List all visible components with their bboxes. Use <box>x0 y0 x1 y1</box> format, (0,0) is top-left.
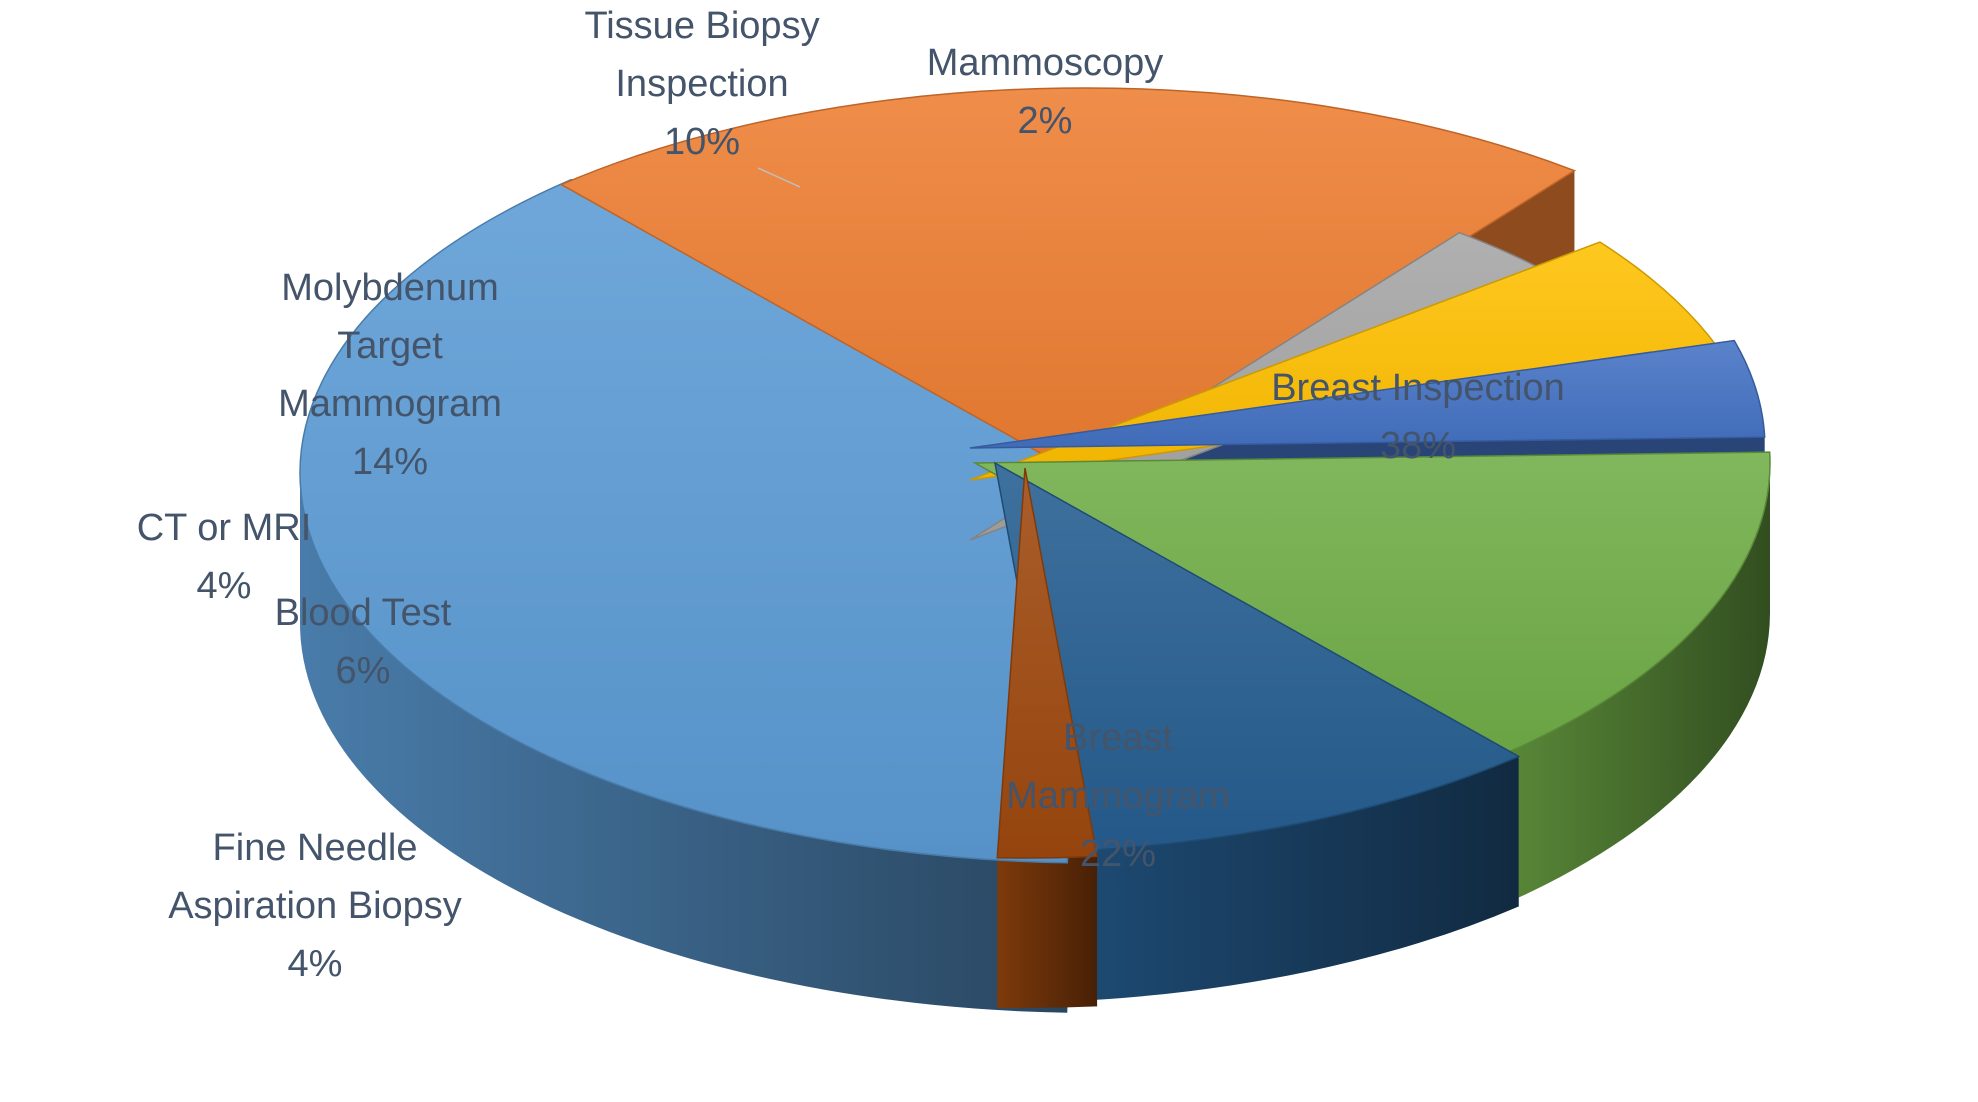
pie-slice-breast-inspection[interactable] <box>299 178 1096 864</box>
data-label-name: Breast Inspection <box>1271 367 1565 409</box>
data-label-percent: 22% <box>1080 833 1156 875</box>
slice-tops <box>299 87 1771 864</box>
data-label-percent: 14% <box>352 441 428 483</box>
data-label-percent: 38% <box>1380 425 1456 467</box>
slice-wall-outer-6 <box>1067 756 1519 1002</box>
pie-slice-tissue-biopsy-inspection[interactable] <box>993 461 1521 853</box>
leader-line <box>757 167 801 188</box>
data-label-name: Mammogram <box>1006 775 1230 817</box>
data-label-percent: 6% <box>336 650 391 692</box>
data-label-name: Tissue Biopsy <box>584 5 819 47</box>
pie-slice-ct-or-mri[interactable] <box>969 339 1766 449</box>
data-label-percent: 2% <box>1018 100 1073 142</box>
data-label-name: Breast <box>1063 717 1173 759</box>
data-labels: Breast Inspection 38% Breast Mammogram 22% Fi… <box>137 5 1565 985</box>
pie-slice-mammoscopy[interactable] <box>996 467 1098 859</box>
data-label-name: Mammoscopy <box>927 42 1164 84</box>
data-label-name: CT or MRI <box>137 507 312 549</box>
data-label-name: Mammogram <box>278 383 502 425</box>
data-label-name: Molybdenum <box>281 267 499 309</box>
data-label-percent: 4% <box>288 943 343 985</box>
data-label-name: Inspection <box>615 63 788 105</box>
data-label-name: Fine Needle <box>213 827 418 869</box>
pie-slice-molybdenum-target-mammogram[interactable] <box>972 451 1771 758</box>
slice-wall-outer-0 <box>300 473 1068 1013</box>
data-label-name: Target <box>337 325 443 367</box>
pie-slice-breast-mammogram[interactable] <box>559 87 1577 479</box>
data-label-percent: 4% <box>197 565 252 607</box>
slice-wall-outer-5 <box>1498 463 1771 907</box>
data-label-name: Blood Test <box>275 592 452 634</box>
data-label-percent: 10% <box>664 121 740 163</box>
slice-wall-outer-7 <box>997 856 1098 1008</box>
data-label-name: Aspiration Biopsy <box>168 885 462 927</box>
